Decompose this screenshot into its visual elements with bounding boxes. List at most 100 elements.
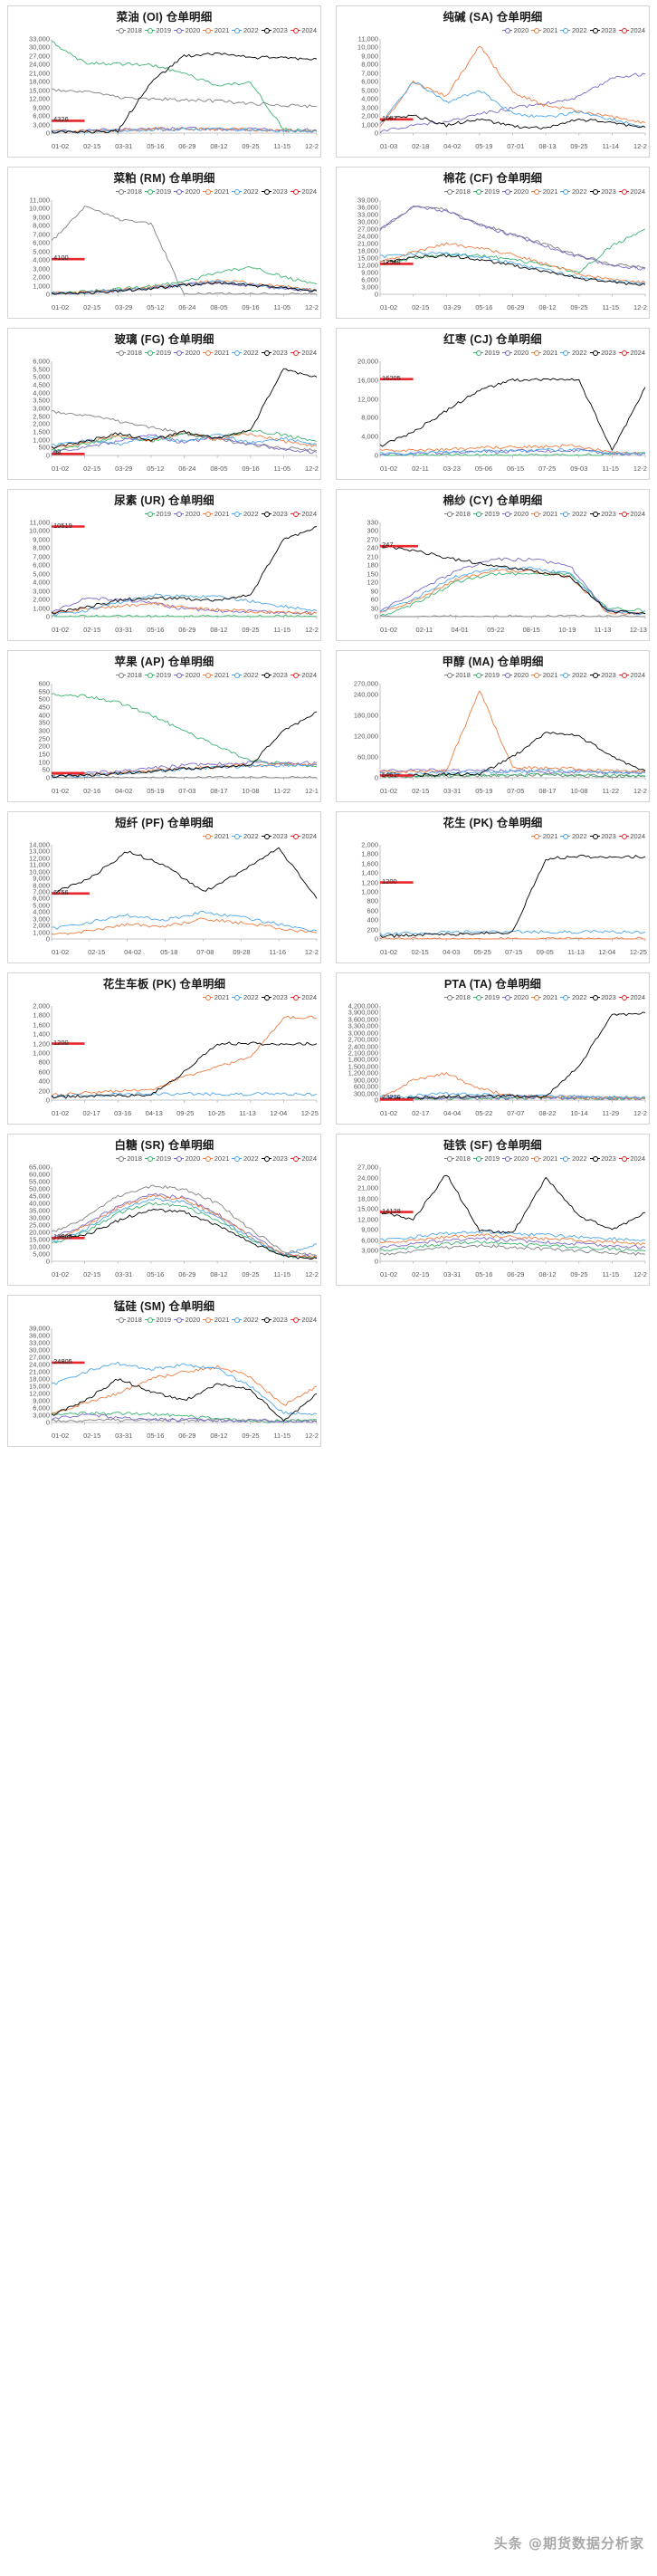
chart-card-pk_a[interactable]: 花生 (PK) 仓单明细 2021 2022 2023 2024 0 200 400 600 80… bbox=[336, 811, 650, 963]
legend-item-2023[interactable]: 2023 bbox=[261, 1316, 288, 1324]
legend-item-2021[interactable]: 2021 bbox=[531, 26, 557, 34]
legend-item-2022[interactable]: 2022 bbox=[232, 349, 259, 357]
legend-item-2018[interactable]: 2018 bbox=[443, 510, 471, 518]
legend-item-2019[interactable]: 2019 bbox=[472, 349, 500, 357]
legend-item-2020[interactable]: 2020 bbox=[502, 510, 528, 518]
legend-item-2019[interactable]: 2019 bbox=[472, 671, 500, 679]
chart-card-ta[interactable]: PTA (TA) 仓单明细 2018 2019 2020 2021 2022 2023 202… bbox=[336, 972, 650, 1125]
chart-card-fg[interactable]: 玻璃 (FG) 仓单明细 2018 2019 2020 2021 2022 2023 2024… bbox=[7, 328, 321, 480]
legend-item-2022[interactable]: 2022 bbox=[232, 1316, 259, 1324]
legend-item-2024[interactable]: 2024 bbox=[618, 510, 645, 518]
legend-item-2023[interactable]: 2023 bbox=[261, 671, 288, 679]
legend-item-2024[interactable]: 2024 bbox=[290, 349, 317, 357]
chart-card-cy[interactable]: 棉纱 (CY) 仓单明细 2018 2019 2020 2021 2022 2023 2024… bbox=[336, 489, 650, 641]
legend-item-2021[interactable]: 2021 bbox=[203, 187, 229, 196]
legend-item-2022[interactable]: 2022 bbox=[560, 187, 587, 196]
legend-item-2024[interactable]: 2024 bbox=[618, 671, 645, 679]
legend-item-2021[interactable]: 2021 bbox=[203, 1154, 229, 1163]
legend-item-2023[interactable]: 2023 bbox=[261, 349, 288, 357]
legend-item-2022[interactable]: 2022 bbox=[560, 671, 587, 679]
legend-item-2021[interactable]: 2021 bbox=[531, 187, 557, 196]
legend-item-2022[interactable]: 2022 bbox=[560, 1154, 587, 1163]
legend-item-2023[interactable]: 2023 bbox=[589, 349, 616, 357]
chart-card-cj[interactable]: 红枣 (CJ) 仓单明细 2019 2020 2021 2022 2023 2024 0 4,0… bbox=[336, 328, 650, 480]
legend-item-2019[interactable]: 2019 bbox=[472, 187, 500, 196]
legend-item-2022[interactable]: 2022 bbox=[232, 187, 259, 196]
legend-item-2019[interactable]: 2019 bbox=[144, 1316, 171, 1324]
legend-item-2021[interactable]: 2021 bbox=[531, 1154, 557, 1163]
legend-item-2019[interactable]: 2019 bbox=[144, 349, 171, 357]
chart-card-sm[interactable]: 锰硅 (SM) 仓单明细 2018 2019 2020 2021 2022 2023 2024… bbox=[7, 1295, 321, 1447]
legend-item-2024[interactable]: 2024 bbox=[290, 26, 317, 34]
chart-card-pf[interactable]: 短纤 (PF) 仓单明细 2021 2022 2023 2024 0 1,000 2,000 3… bbox=[7, 811, 321, 963]
legend-item-2023[interactable]: 2023 bbox=[261, 510, 288, 518]
legend-item-2021[interactable]: 2021 bbox=[531, 510, 557, 518]
legend-item-2022[interactable]: 2022 bbox=[232, 832, 259, 840]
legend-item-2023[interactable]: 2023 bbox=[261, 1154, 288, 1163]
legend-item-2023[interactable]: 2023 bbox=[589, 187, 616, 196]
legend-item-2024[interactable]: 2024 bbox=[290, 832, 317, 840]
legend-item-2021[interactable]: 2021 bbox=[531, 671, 557, 679]
legend-item-2024[interactable]: 2024 bbox=[290, 671, 317, 679]
legend-item-2018[interactable]: 2018 bbox=[115, 671, 142, 679]
legend-item-2021[interactable]: 2021 bbox=[203, 993, 229, 1001]
legend-item-2019[interactable]: 2019 bbox=[144, 1154, 171, 1163]
legend-item-2024[interactable]: 2024 bbox=[618, 993, 645, 1001]
legend-item-2024[interactable]: 2024 bbox=[618, 187, 645, 196]
legend-item-2024[interactable]: 2024 bbox=[290, 1316, 317, 1324]
legend-item-2020[interactable]: 2020 bbox=[502, 26, 528, 34]
legend-item-2022[interactable]: 2022 bbox=[560, 510, 587, 518]
legend-item-2018[interactable]: 2018 bbox=[115, 1316, 142, 1324]
legend-item-2023[interactable]: 2023 bbox=[589, 510, 616, 518]
legend-item-2024[interactable]: 2024 bbox=[290, 993, 317, 1001]
chart-card-oi[interactable]: 菜油 (OI) 仓单明细 2018 2019 2020 2021 2022 2023 2024… bbox=[7, 5, 321, 158]
chart-card-cf[interactable]: 棉花 (CF) 仓单明细 2018 2019 2020 2021 2022 2023 2024… bbox=[336, 167, 650, 319]
legend-item-2022[interactable]: 2022 bbox=[232, 26, 259, 34]
legend-item-2022[interactable]: 2022 bbox=[560, 993, 587, 1001]
legend-item-2022[interactable]: 2022 bbox=[560, 26, 587, 34]
legend-item-2020[interactable]: 2020 bbox=[174, 671, 200, 679]
legend-item-2020[interactable]: 2020 bbox=[502, 671, 528, 679]
legend-item-2024[interactable]: 2024 bbox=[618, 1154, 645, 1163]
legend-item-2020[interactable]: 2020 bbox=[502, 1154, 528, 1163]
legend-item-2018[interactable]: 2018 bbox=[115, 1154, 142, 1163]
legend-item-2023[interactable]: 2023 bbox=[261, 832, 288, 840]
chart-card-ur[interactable]: 尿素 (UR) 仓单明细 2019 2020 2021 2022 2023 2024 0 1,0… bbox=[7, 489, 321, 641]
legend-item-2019[interactable]: 2019 bbox=[144, 510, 171, 518]
legend-item-2020[interactable]: 2020 bbox=[174, 510, 200, 518]
chart-card-sf[interactable]: 硅铁 (SF) 仓单明细 2018 2019 2020 2021 2022 2023 2024… bbox=[336, 1134, 650, 1286]
legend-item-2021[interactable]: 2021 bbox=[203, 671, 229, 679]
legend-item-2022[interactable]: 2022 bbox=[560, 349, 587, 357]
legend-item-2020[interactable]: 2020 bbox=[502, 187, 528, 196]
legend-item-2024[interactable]: 2024 bbox=[618, 26, 645, 34]
legend-item-2021[interactable]: 2021 bbox=[203, 832, 229, 840]
legend-item-2023[interactable]: 2023 bbox=[589, 1154, 616, 1163]
legend-item-2020[interactable]: 2020 bbox=[174, 1154, 200, 1163]
legend-item-2021[interactable]: 2021 bbox=[531, 349, 557, 357]
legend-item-2024[interactable]: 2024 bbox=[618, 349, 645, 357]
legend-item-2020[interactable]: 2020 bbox=[174, 187, 200, 196]
legend-item-2021[interactable]: 2021 bbox=[203, 349, 229, 357]
legend-item-2024[interactable]: 2024 bbox=[290, 1154, 317, 1163]
legend-item-2018[interactable]: 2018 bbox=[115, 26, 142, 34]
legend-item-2020[interactable]: 2020 bbox=[174, 349, 200, 357]
legend-item-2022[interactable]: 2022 bbox=[232, 510, 259, 518]
legend-item-2019[interactable]: 2019 bbox=[472, 510, 500, 518]
legend-item-2018[interactable]: 2018 bbox=[115, 349, 142, 357]
chart-card-pk_b[interactable]: 花生车板 (PK) 仓单明细 2021 2022 2023 2024 0 200 400 600… bbox=[7, 972, 321, 1125]
legend-item-2020[interactable]: 2020 bbox=[502, 349, 528, 357]
chart-card-sr[interactable]: 白糖 (SR) 仓单明细 2018 2019 2020 2021 2022 2023 2024… bbox=[7, 1134, 321, 1286]
legend-item-2018[interactable]: 2018 bbox=[443, 1154, 471, 1163]
chart-card-sa[interactable]: 纯碱 (SA) 仓单明细 2020 2021 2022 2023 2024 0 1,000 2,… bbox=[336, 5, 650, 158]
legend-item-2019[interactable]: 2019 bbox=[472, 993, 500, 1001]
legend-item-2020[interactable]: 2020 bbox=[502, 993, 528, 1001]
legend-item-2023[interactable]: 2023 bbox=[589, 832, 616, 840]
legend-item-2021[interactable]: 2021 bbox=[531, 832, 557, 840]
legend-item-2018[interactable]: 2018 bbox=[115, 187, 142, 196]
legend-item-2019[interactable]: 2019 bbox=[144, 671, 171, 679]
legend-item-2022[interactable]: 2022 bbox=[232, 993, 259, 1001]
chart-card-rm[interactable]: 菜粕 (RM) 仓单明细 2018 2019 2020 2021 2022 2023 2024… bbox=[7, 167, 321, 319]
legend-item-2022[interactable]: 2022 bbox=[560, 832, 587, 840]
legend-item-2023[interactable]: 2023 bbox=[261, 26, 288, 34]
legend-item-2023[interactable]: 2023 bbox=[589, 671, 616, 679]
